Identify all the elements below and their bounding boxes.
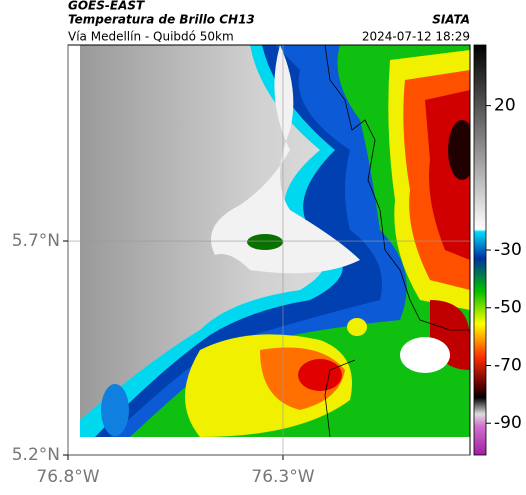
colorbar-label: -30 [494,240,522,260]
y-tick-label: 5.2°N [12,445,60,465]
borders [324,44,470,438]
satellite-image [80,45,470,437]
timestamp: 2024-07-12 18:29 [362,30,470,44]
colorbar [473,44,487,456]
y-tick-label: 5.7°N [12,231,60,251]
product: Temperatura de Brillo CH13 [68,13,255,27]
region: Vía Medellín - Quibdó 50km [68,30,234,44]
satellite: GOES-EAST [68,0,145,13]
colorbar-label: -90 [494,413,522,433]
x-tick-label: 76.3°W [251,467,314,487]
colorbar-label: -70 [494,355,522,375]
axes: 76.8°W 76.3°W 5.2°N 5.7°N 20 -30 -50 -70 -90 [12,45,522,487]
colorbar-label: 20 [494,96,516,116]
x-tick-label: 76.8°W [36,467,99,487]
agency: SIATA [432,13,470,27]
colorbar-label: -50 [494,298,522,318]
